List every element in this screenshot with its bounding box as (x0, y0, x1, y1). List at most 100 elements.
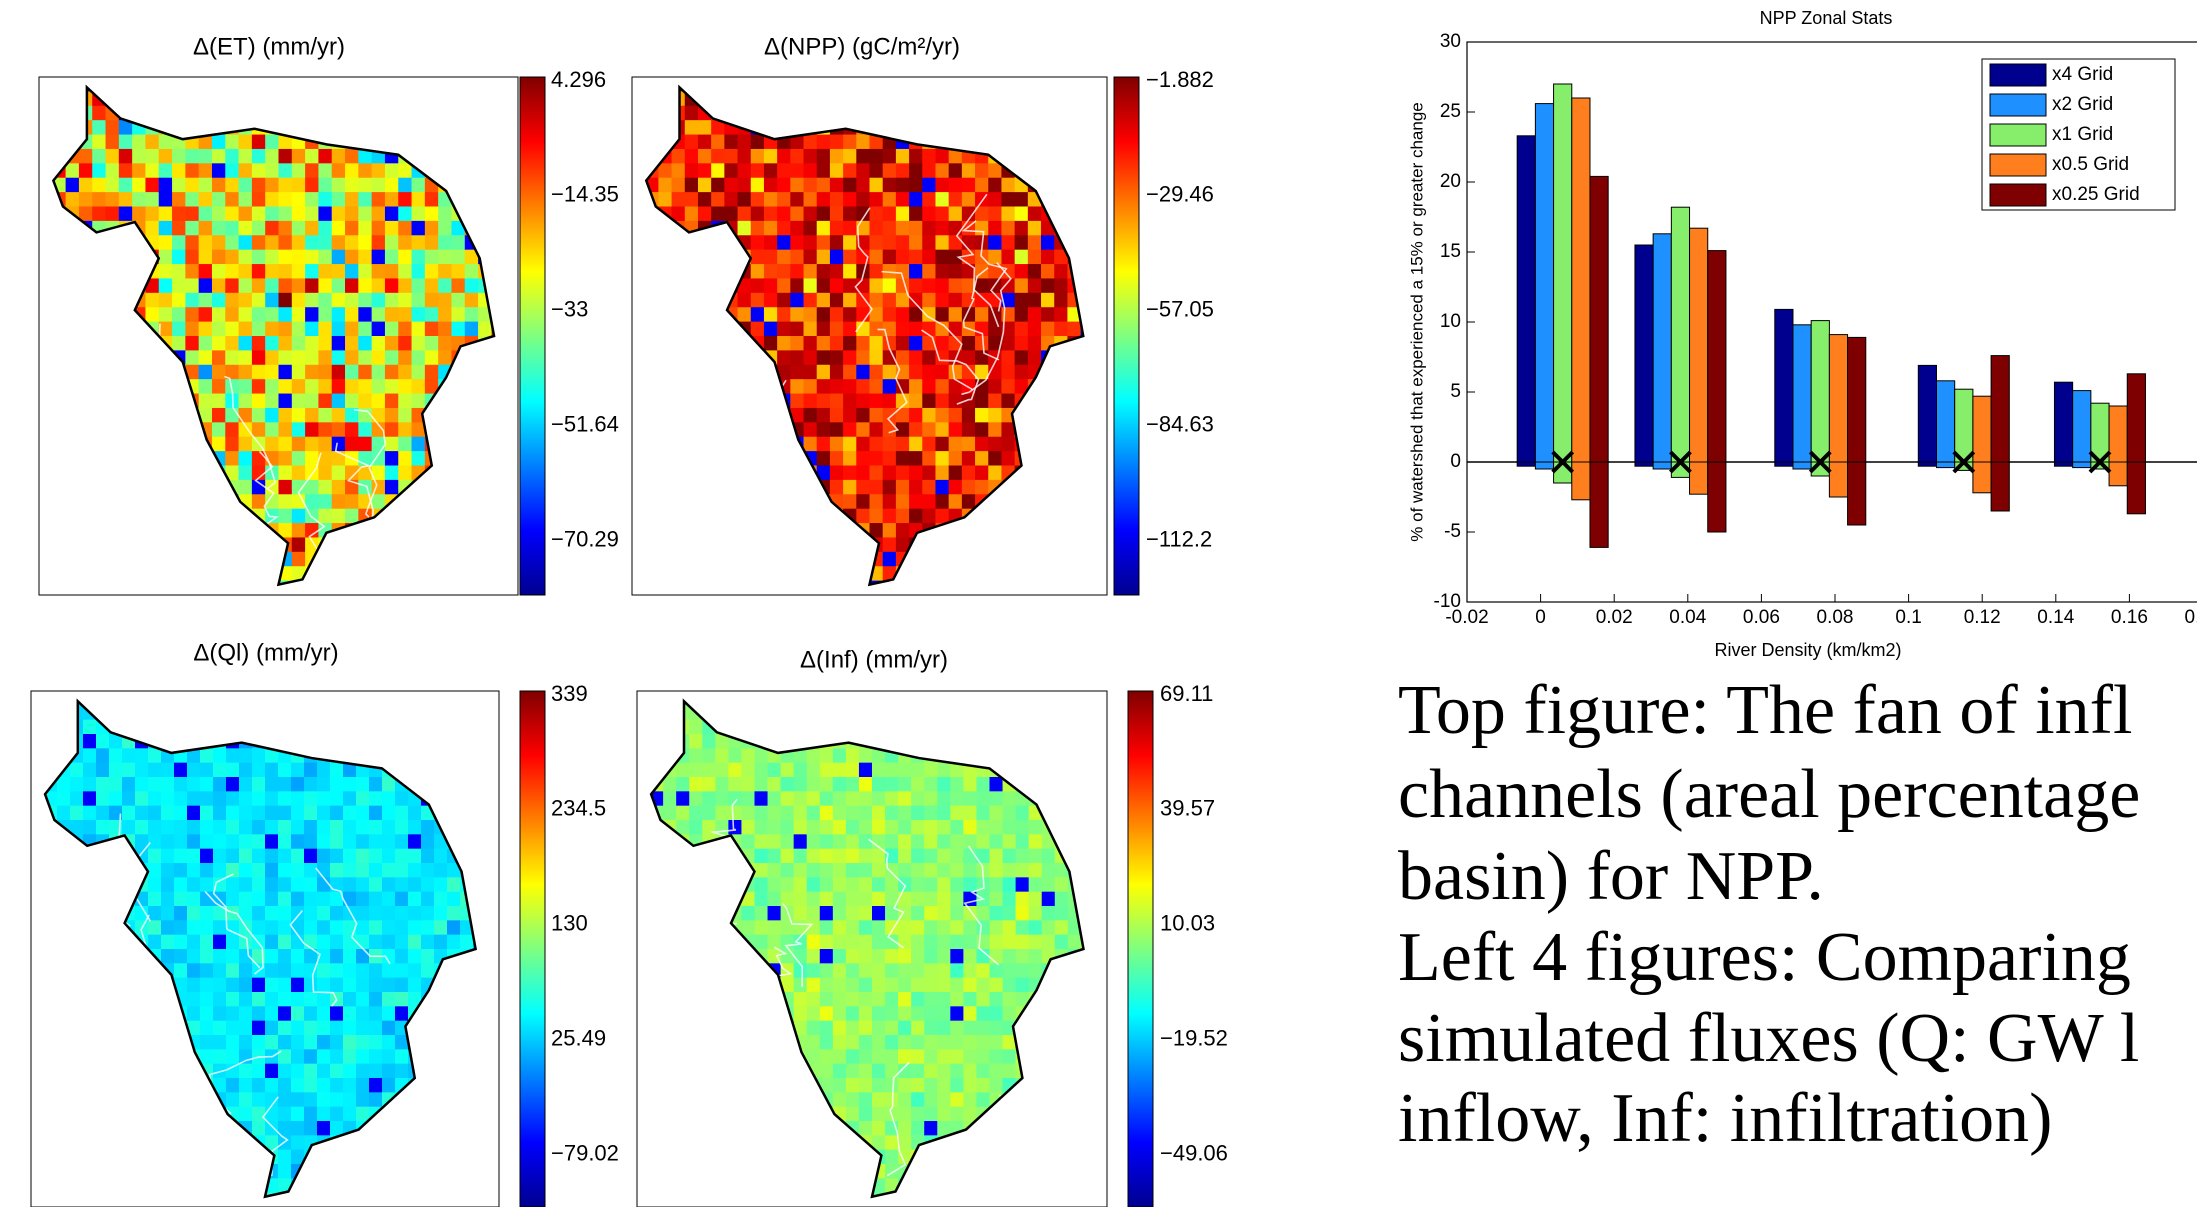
map-cell (252, 365, 266, 380)
map-cell (252, 408, 266, 423)
map-cell (291, 1078, 305, 1093)
map-cell (949, 163, 963, 178)
map-cell (265, 1078, 279, 1093)
map-cell (185, 307, 199, 322)
map-cell (804, 322, 818, 337)
map-cell (777, 250, 791, 265)
map-cell (330, 1021, 344, 1036)
map-cell (343, 992, 357, 1007)
map-cell (434, 906, 448, 921)
map-cell (911, 1064, 925, 1079)
map-cell (807, 978, 821, 993)
map-cell (239, 235, 253, 250)
map-cell (174, 763, 188, 778)
map-cell (252, 1107, 266, 1122)
map-cell (174, 935, 188, 950)
map-cell (438, 207, 452, 222)
map-cell (790, 278, 804, 293)
map-cell (239, 1006, 253, 1021)
map-cell (833, 748, 847, 763)
map-cell (382, 791, 396, 806)
map-cell (817, 307, 831, 322)
map-cell (385, 466, 399, 481)
map-cell (345, 264, 359, 279)
map-cell (385, 408, 399, 423)
map-cell (883, 422, 897, 437)
map-cell (794, 763, 808, 778)
map-cell (292, 293, 306, 308)
map-cell (911, 920, 925, 935)
map-cell (885, 1049, 899, 1064)
map-cell (935, 163, 949, 178)
map-cell (292, 365, 306, 380)
map-cell (976, 1092, 990, 1107)
map-cell (898, 820, 912, 835)
map-cell (738, 207, 752, 222)
map-cell (225, 163, 239, 178)
map-cell (1028, 264, 1042, 279)
map-cell (846, 1021, 860, 1036)
map-cell (434, 892, 448, 907)
map-cell (200, 978, 214, 993)
map-cell (975, 480, 989, 495)
map-cell (398, 422, 412, 437)
map-cell (252, 877, 266, 892)
map-cell (332, 235, 346, 250)
map-cell (856, 408, 870, 423)
map-cell (398, 307, 412, 322)
map-cell (751, 135, 765, 150)
map-cell (265, 877, 279, 892)
map-cell (412, 365, 426, 380)
map-cell (872, 920, 886, 935)
map-cell (356, 1006, 370, 1021)
map-cell (937, 1006, 951, 1021)
map-cell (292, 221, 306, 236)
map-cell (412, 250, 426, 265)
map-cell (898, 849, 912, 864)
map-cell (804, 365, 818, 380)
map-cell (790, 207, 804, 222)
map-cell (212, 422, 226, 437)
map-cell (425, 307, 439, 322)
map-cell (963, 978, 977, 993)
map-cell (689, 763, 703, 778)
map-cell (385, 192, 399, 207)
map-panel: Δ(Inf) (mm/yr)69.1139.5710.03−19.52−49.0… (637, 646, 1228, 1207)
map-cell (962, 408, 976, 423)
map-cell (200, 877, 214, 892)
map-cell (755, 820, 769, 835)
map-cell (856, 149, 870, 164)
map-cell (807, 906, 821, 921)
colorbar (520, 77, 545, 595)
map-cell (949, 422, 963, 437)
map-cell (239, 1092, 253, 1107)
map-cell (317, 1021, 331, 1036)
map-cell (358, 293, 372, 308)
map-cell (751, 250, 765, 265)
map-cell (412, 293, 426, 308)
map-cell (883, 293, 897, 308)
map-cell (843, 422, 857, 437)
map-cell (935, 466, 949, 481)
map-cell (332, 480, 346, 495)
map-cell (174, 849, 188, 864)
map-cell (278, 877, 292, 892)
map-cell (252, 221, 266, 236)
map-cell (356, 920, 370, 935)
map-cell (896, 509, 910, 524)
map-cell (830, 350, 844, 365)
map-cell (870, 293, 884, 308)
map-cell (438, 264, 452, 279)
map-cell (807, 963, 821, 978)
map-cell (465, 307, 479, 322)
map-cell (239, 763, 253, 778)
map-cell (252, 293, 266, 308)
map-cell (872, 892, 886, 907)
map-cell (434, 849, 448, 864)
map-cell (856, 480, 870, 495)
map-cell (185, 264, 199, 279)
map-cell (777, 207, 791, 222)
map-cell (768, 820, 782, 835)
map-cell (358, 192, 372, 207)
map-cell (305, 422, 319, 437)
